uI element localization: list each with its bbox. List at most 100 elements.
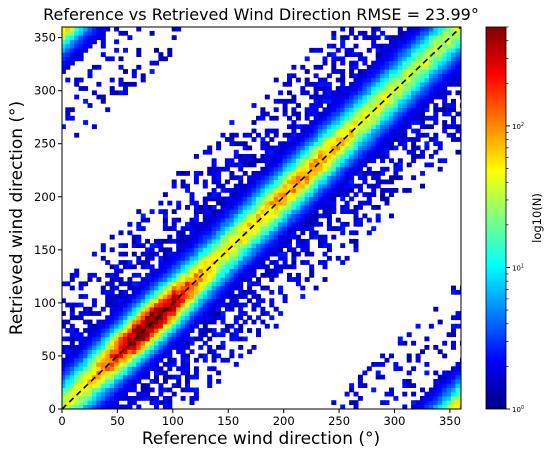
density-cell [229, 289, 235, 295]
density-cell [446, 374, 452, 380]
density-cell [105, 396, 111, 401]
density-cell [371, 27, 377, 32]
density-cell [415, 90, 421, 96]
density-cell [69, 52, 75, 57]
density-cell [154, 311, 159, 316]
density-cell [353, 137, 359, 142]
density-cell [238, 188, 244, 193]
density-cell [247, 179, 253, 185]
density-cell [233, 217, 239, 223]
density-cell [428, 69, 434, 74]
density-cell [300, 171, 306, 176]
density-cell [176, 230, 182, 236]
density-cell [78, 47, 84, 53]
density-cell [424, 336, 430, 342]
density-cell [402, 379, 408, 384]
density-cell [335, 183, 341, 189]
density-cell [233, 154, 239, 159]
density-cell [287, 115, 292, 121]
density-cell [131, 298, 137, 304]
density-cell [309, 145, 315, 151]
density-cell [437, 374, 443, 380]
density-cell [406, 115, 412, 121]
density-cell [171, 323, 177, 329]
density-cell [371, 73, 377, 79]
density-cell [331, 56, 337, 62]
density-cell [198, 221, 204, 227]
density-cell [207, 196, 213, 202]
density-cell [176, 234, 182, 240]
density-cell [140, 357, 146, 363]
density-cell [260, 255, 266, 261]
density-cell [118, 357, 124, 363]
density-cell [357, 141, 363, 147]
density-cell [62, 47, 66, 53]
density-cell [140, 77, 146, 83]
density-cell [402, 124, 408, 130]
density-cell [380, 107, 386, 113]
density-cell [357, 221, 363, 227]
density-cell [375, 86, 381, 91]
density-cell [83, 281, 89, 287]
density-cell [238, 226, 244, 231]
density-cell [459, 60, 461, 66]
density-cell [273, 175, 279, 181]
density-cell [402, 69, 408, 74]
density-cell [384, 357, 390, 363]
density-cell [198, 251, 204, 257]
density-cell [65, 366, 71, 372]
density-cell [207, 328, 213, 333]
density-cell [291, 217, 297, 223]
density-cell [264, 175, 270, 181]
density-cell [446, 332, 452, 338]
density-cell [264, 268, 270, 274]
density-cell [313, 205, 319, 210]
density-cell [397, 158, 403, 164]
density-cell [446, 27, 452, 32]
density-cell [353, 205, 359, 210]
density-cell [193, 154, 199, 159]
density-cell [282, 111, 288, 117]
density-cell [424, 60, 430, 66]
density-cell [193, 243, 199, 248]
density-cell [220, 238, 226, 244]
density-cell [176, 366, 182, 372]
density-cell [91, 370, 97, 376]
density-cell [264, 179, 270, 185]
density-cell [109, 345, 115, 350]
density-cell [371, 69, 377, 74]
density-cell [282, 149, 288, 155]
density-cell [202, 226, 208, 231]
density-cell [145, 302, 151, 308]
density-cell [424, 115, 430, 121]
density-cell [287, 124, 292, 130]
density-cell [136, 340, 142, 346]
density-cell [393, 124, 399, 130]
density-cell [193, 175, 199, 181]
density-cell [65, 111, 71, 117]
density-cell [442, 103, 448, 108]
density-cell [162, 56, 168, 62]
density-cell [131, 81, 137, 87]
density-cell [105, 272, 111, 278]
density-cell [193, 387, 199, 393]
density-cell [459, 47, 461, 53]
density-cell [411, 64, 417, 70]
density-cell [300, 209, 306, 214]
density-cell [251, 200, 257, 206]
density-cell [123, 319, 128, 325]
density-cell [309, 251, 315, 257]
density-cell [123, 260, 128, 265]
density-cell [362, 94, 368, 100]
density-cell [140, 213, 146, 219]
density-cell [380, 52, 386, 57]
density-cell [420, 400, 425, 405]
density-cell [415, 30, 421, 36]
density-cell [167, 302, 173, 308]
density-cell [309, 209, 315, 214]
density-cell [304, 149, 310, 155]
density-cell [411, 56, 417, 62]
density-cell [238, 154, 244, 159]
density-cell [309, 137, 315, 142]
density-cell [180, 332, 186, 338]
